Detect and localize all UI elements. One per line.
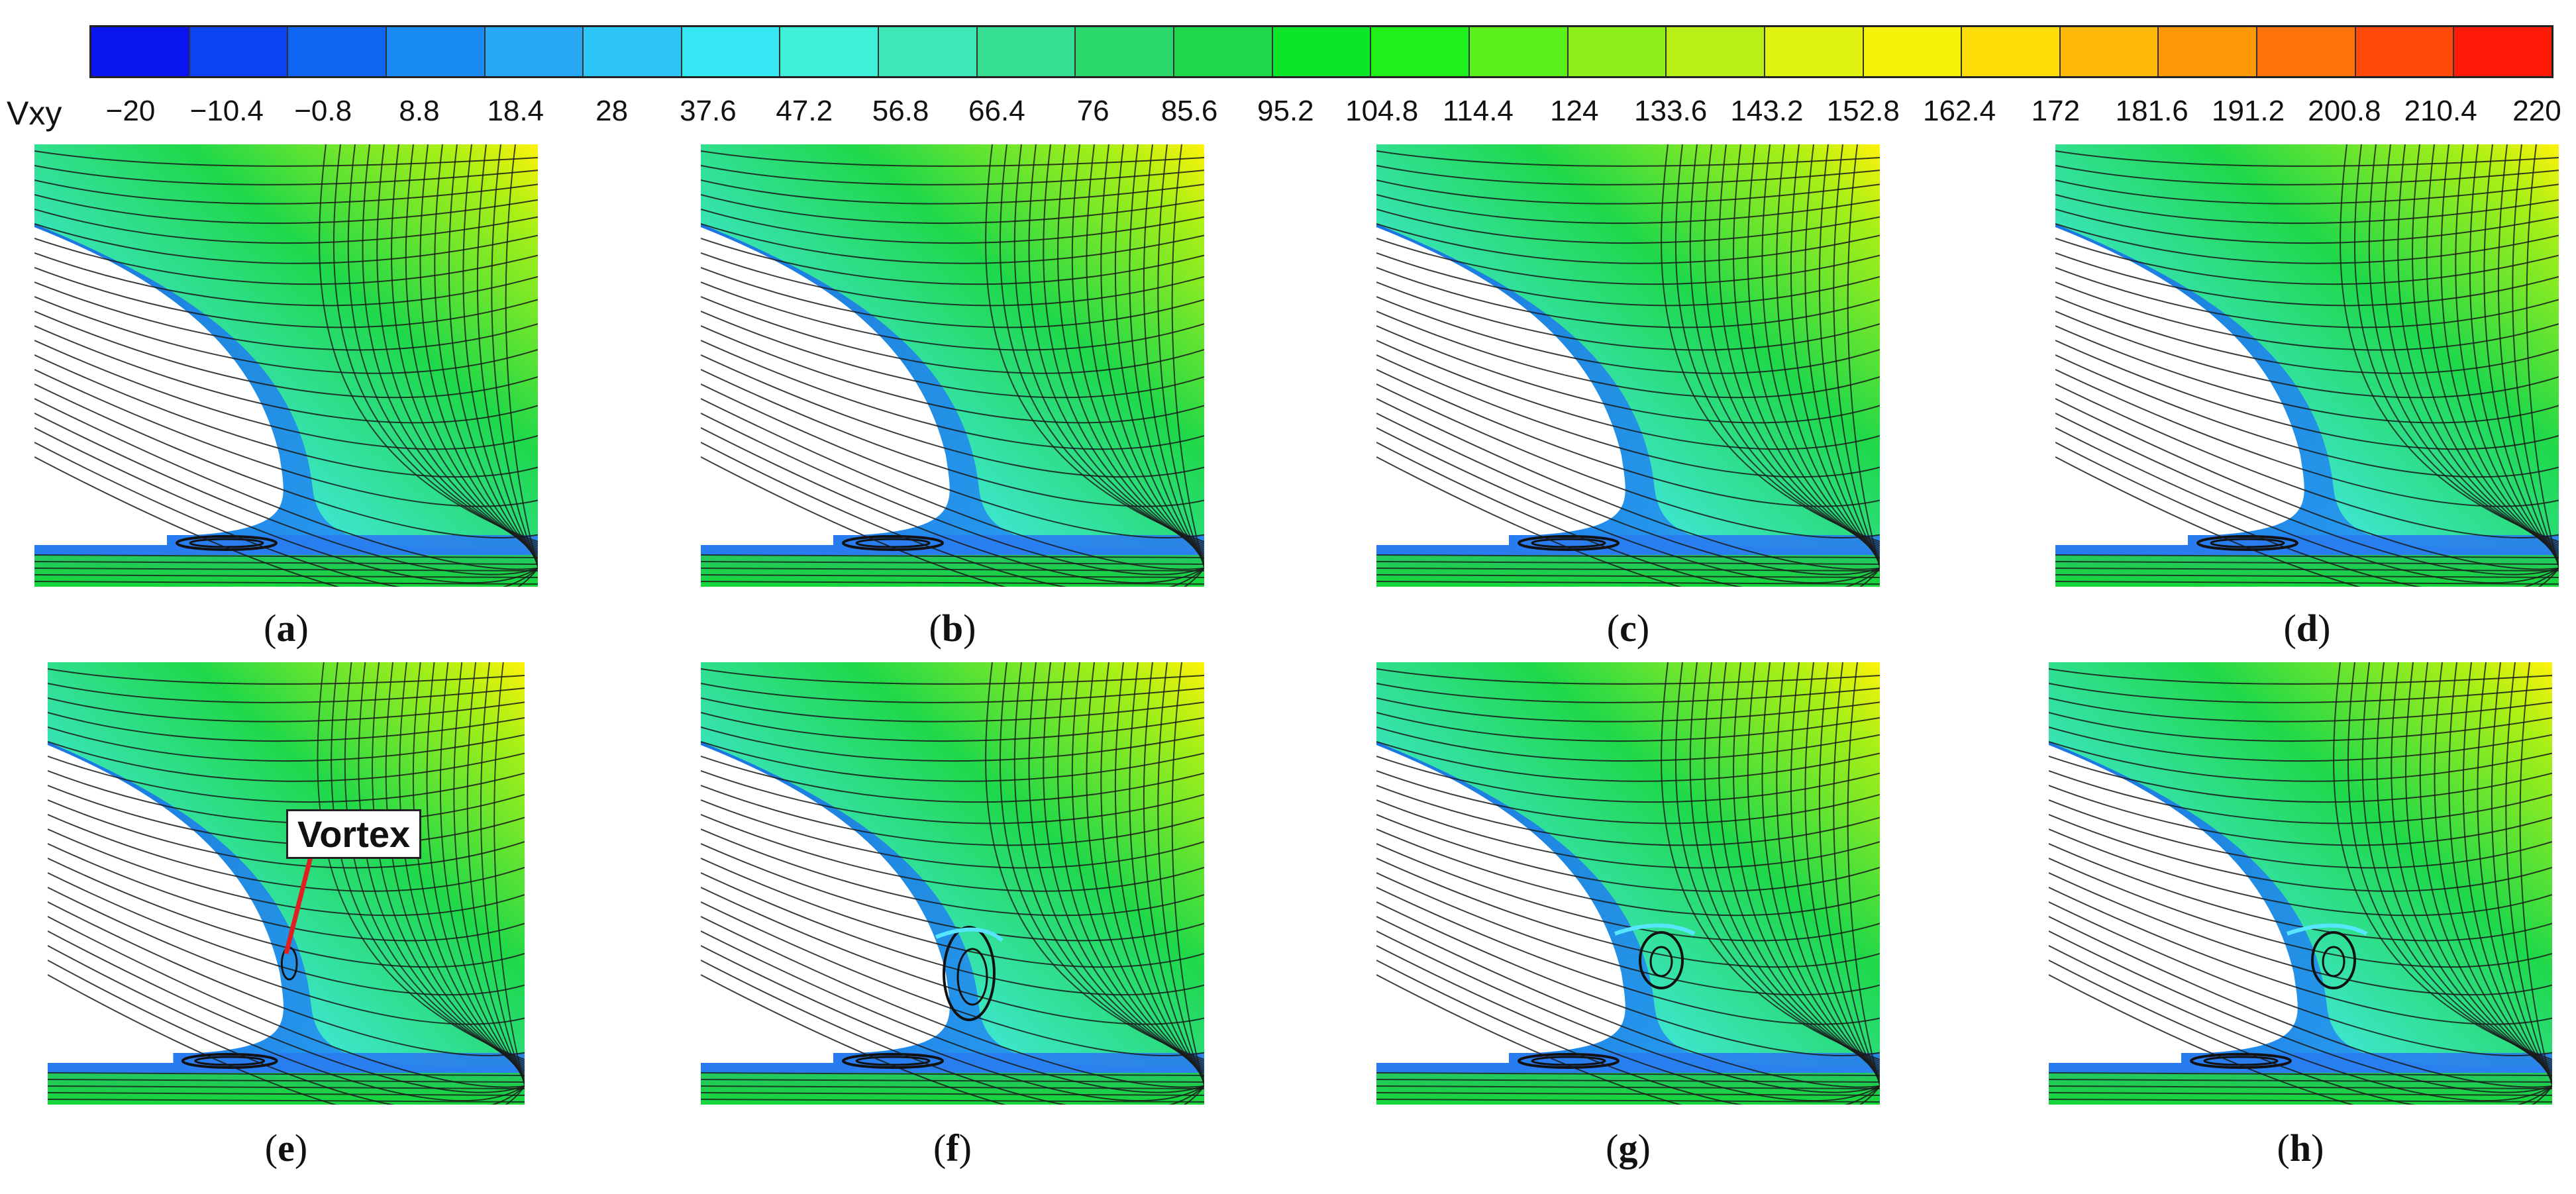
colorbar-segment [2159,27,2258,76]
panel-caption-letter: e [278,1126,295,1169]
panel-caption-g: (g) [1606,1126,1651,1169]
colorbar-segment [1962,27,2061,76]
colorbar-segment [2454,27,2552,76]
colorbar-tick-label: 200.8 [2308,95,2381,127]
colorbar-segment [1667,27,1765,76]
colorbar-tick-label: 114.4 [1443,95,1514,127]
panel-caption-d: (d) [2283,607,2331,650]
colorbar-segment [879,27,978,76]
panel-caption-h: (h) [2277,1126,2324,1169]
colorbar-tick-label: 143.2 [1730,95,1804,127]
colorbar-segment [1765,27,1864,76]
colorbar-tick-label: 124 [1550,95,1599,127]
colorbar-tick-label: 152.8 [1826,95,1900,127]
panel-caption-letter: c [1620,607,1637,650]
colorbar-tick-label: 56.8 [872,95,929,127]
colorbar-segment [977,27,1076,76]
colorbar-segment [682,27,781,76]
colorbar-tick-label: −0.8 [294,95,352,127]
colorbar-tick-label: 220 [2512,95,2561,127]
panel-caption-b: (b) [929,607,976,650]
colorbar-segment [288,27,387,76]
colorbar-segment [485,27,584,76]
vortex-annotation-label: Vortex [286,809,422,859]
colorbar-segment [1174,27,1273,76]
panel-caption-letter: b [941,607,964,650]
colorbar-segment [1371,27,1470,76]
panel-caption-e: (e) [264,1126,308,1169]
colorbar-segment [2257,27,2356,76]
colorbar-tick-label: 28 [595,95,629,127]
colorbar-tick-label: 37.6 [680,95,737,127]
streamline-panel-d [2055,144,2559,587]
colorbar-tick-label: 66.4 [968,95,1025,127]
colorbar-segment [1076,27,1175,76]
colorbar-segment [1469,27,1569,76]
colorbar-tick-label: −10.4 [189,95,264,127]
colorbar-segment [1272,27,1372,76]
streamline-panel-c [1376,144,1880,587]
colorbar-tick-label: 95.2 [1257,95,1314,127]
colorbar-segment [1568,27,1667,76]
streamline-panel-g [1376,662,1880,1105]
streamline-panel-e [48,662,525,1105]
colorbar-segment [780,27,880,76]
colorbar-tick-label: 47.2 [776,95,833,127]
colorbar-variable-label: Vxy [7,95,62,132]
panel-caption-letter: d [2296,607,2318,650]
colorbar-tick-labels: −20 −10.4 −0.8 8.8 18.4 28 37.6 47.2 56.8 66.4 76 8… [0,95,2576,134]
streamline-panel-b [701,144,1204,587]
panel-caption-a: (a) [264,607,309,650]
colorbar-segment [1863,27,1963,76]
colorbar-tick-label: 76 [1076,95,1109,127]
colorbar-segment [584,27,682,76]
colorbar-tick-label: 8.8 [399,95,440,127]
colorbar-tick-label: 181.6 [2115,95,2189,127]
colorbar-tick-label: −20 [105,95,156,127]
colorbar-tick-label: 210.4 [2404,95,2477,127]
panel-caption-letter: f [946,1126,959,1169]
colorbar-segment [2355,27,2455,76]
colorbar [89,25,2553,78]
panel-caption-letter: a [276,607,296,650]
colorbar-segment [91,27,190,76]
colorbar-tick-label: 104.8 [1345,95,1419,127]
streamline-panel-h [2049,662,2552,1105]
colorbar-tick-label: 191.2 [2211,95,2285,127]
colorbar-segment [2060,27,2159,76]
panel-caption-f: (f) [933,1126,972,1169]
colorbar-tick-label: 18.4 [487,95,544,127]
colorbar-tick-label: 133.6 [1634,95,1708,127]
panel-caption-c: (c) [1606,607,1650,650]
colorbar-segment [189,27,289,76]
colorbar-tick-label: 162.4 [1923,95,1996,127]
panel-caption-letter: g [1618,1126,1638,1169]
streamline-panel-f [701,662,1204,1105]
colorbar-segment [386,27,486,76]
colorbar-tick-label: 172 [2031,95,2081,127]
panel-caption-letter: h [2289,1126,2312,1169]
streamline-panel-a [34,144,538,587]
colorbar-tick-label: 85.6 [1160,95,1218,127]
